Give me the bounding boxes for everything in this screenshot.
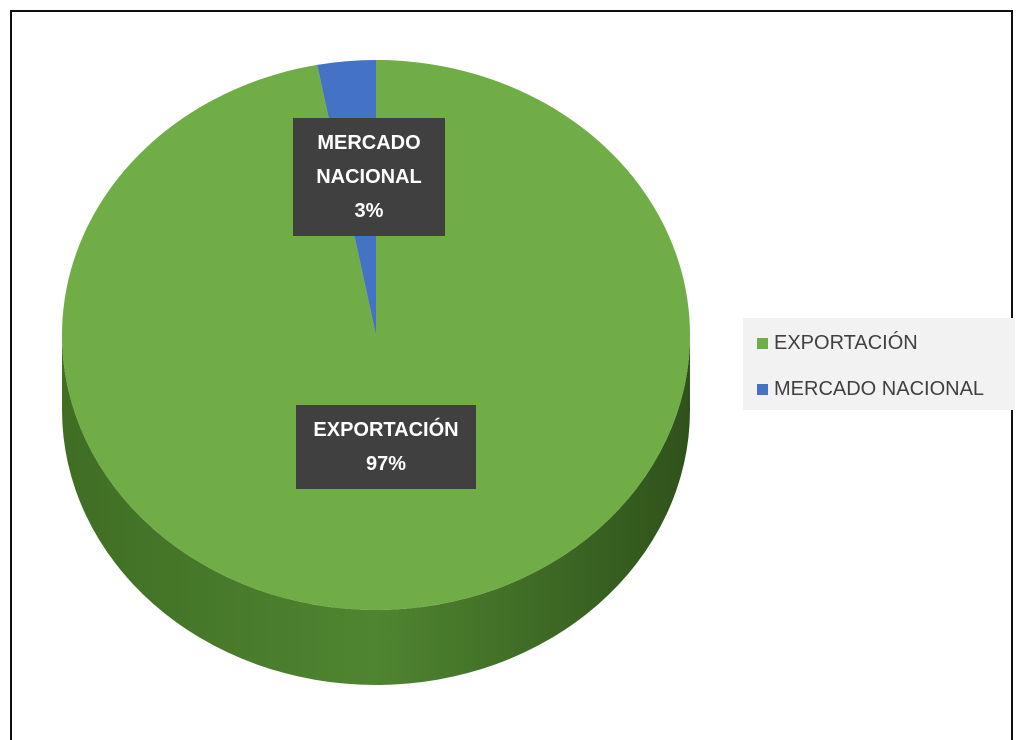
legend-item: EXPORTACIÓN: [757, 332, 918, 355]
data-label-value: 97%: [365, 453, 407, 475]
data-label-value: 3%: [354, 200, 384, 222]
pie-side: [62, 335, 690, 685]
data-label: MERCADO NACIONAL 3%: [293, 118, 445, 236]
data-label-category: MERCADO NACIONAL: [316, 132, 422, 188]
legend-swatch: [757, 384, 768, 395]
pie-slice: [62, 60, 690, 611]
legend-label: MERCADO NACIONAL: [774, 378, 985, 400]
legend-label: EXPORTACIÓN: [774, 332, 918, 354]
legend-swatch: [757, 338, 768, 349]
legend-item: MERCADO NACIONAL: [757, 378, 984, 401]
data-label-category: EXPORTACIÓN: [313, 419, 459, 441]
data-label: EXPORTACIÓN 97%: [296, 405, 476, 489]
legend: EXPORTACIÓN MERCADO NACIONAL: [743, 318, 1015, 410]
